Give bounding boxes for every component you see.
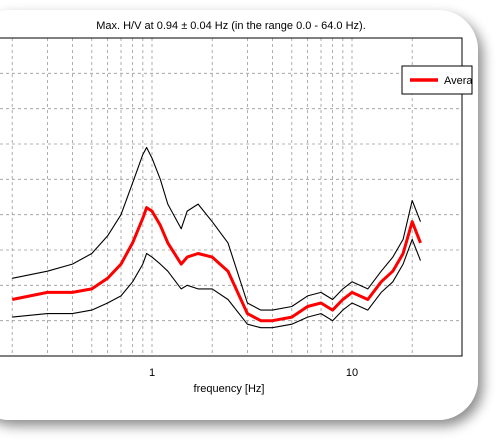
plot-border (0, 37, 463, 357)
chart-title: Max. H/V at 0.94 ± 0.04 Hz (in the range… (96, 20, 366, 32)
series-line-bound (12, 146, 422, 311)
x-tick-label: 10 (346, 367, 358, 379)
series-line-average (11, 206, 422, 323)
legend: Avera (401, 65, 473, 95)
x-tick-labels: 1 10 (149, 367, 358, 379)
legend-label: Avera (444, 75, 473, 87)
plot-background (0, 38, 462, 356)
series-layer (11, 146, 422, 329)
x-tick-label: 1 (149, 367, 155, 379)
x-axis-label: frequency [Hz] (194, 383, 265, 395)
series-line-bound (12, 238, 422, 329)
plot-area (0, 38, 462, 356)
